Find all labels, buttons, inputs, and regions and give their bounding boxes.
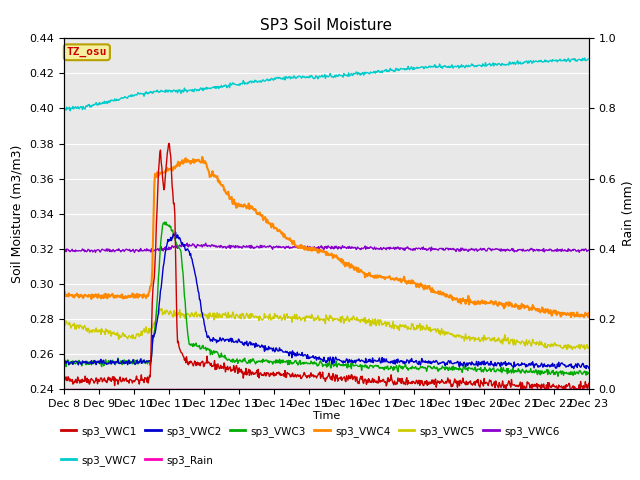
Y-axis label: Rain (mm): Rain (mm) xyxy=(622,181,635,246)
Legend: sp3_VWC7, sp3_Rain: sp3_VWC7, sp3_Rain xyxy=(56,451,217,470)
Title: SP3 Soil Moisture: SP3 Soil Moisture xyxy=(260,18,392,33)
Y-axis label: Soil Moisture (m3/m3): Soil Moisture (m3/m3) xyxy=(11,144,24,283)
Text: TZ_osu: TZ_osu xyxy=(67,47,107,58)
Legend: sp3_VWC1, sp3_VWC2, sp3_VWC3, sp3_VWC4, sp3_VWC5, sp3_VWC6: sp3_VWC1, sp3_VWC2, sp3_VWC3, sp3_VWC4, … xyxy=(56,422,564,441)
X-axis label: Time: Time xyxy=(313,411,340,421)
